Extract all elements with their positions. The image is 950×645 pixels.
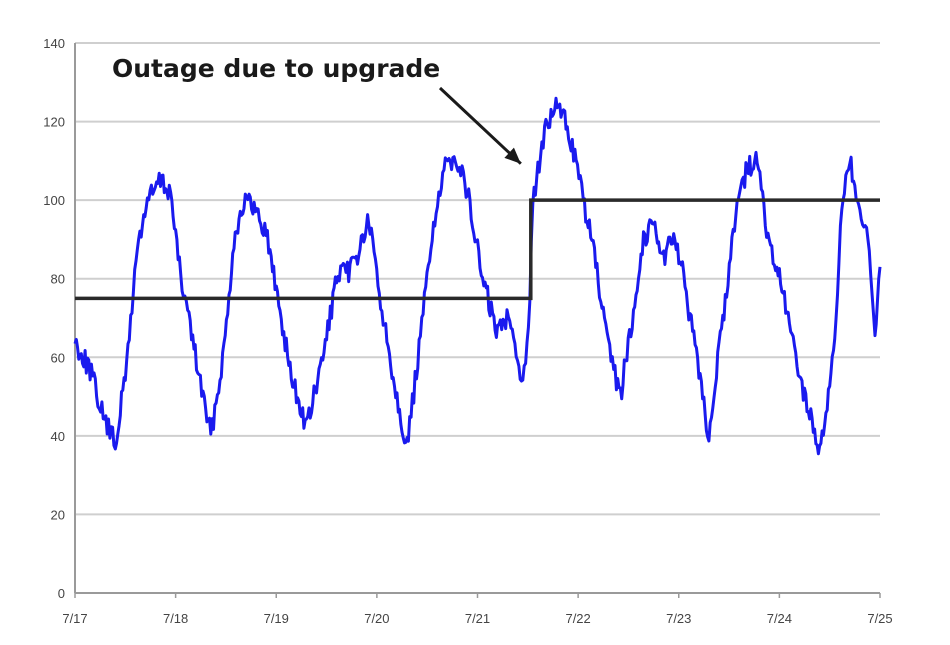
annotation-arrow-head (504, 147, 521, 164)
annotation-arrow-shaft (438, 86, 522, 165)
y-tick-label-60: 60 (51, 350, 65, 365)
y-tick-label-20: 20 (51, 507, 65, 522)
annotation-layer: Outage due to upgrade (112, 54, 522, 165)
y-tick-label-120: 120 (43, 115, 65, 130)
traffic-series-line (73, 96, 882, 456)
x-tick-label-2: 7/19 (264, 611, 289, 626)
annotation-label: Outage due to upgrade (112, 54, 440, 83)
x-tick-label-7: 7/24 (767, 611, 792, 626)
x-tick-label-5: 7/22 (565, 611, 590, 626)
x-tick-label-4: 7/21 (465, 611, 490, 626)
x-tick-label-0: 7/17 (62, 611, 87, 626)
x-tick-label-8: 7/25 (867, 611, 892, 626)
y-tick-label-0: 0 (58, 586, 65, 601)
capacity-step-line (75, 198, 880, 301)
x-tick-label-1: 7/18 (163, 611, 188, 626)
y-tick-label-100: 100 (43, 193, 65, 208)
y-axis-tick-labels: 0 20 40 60 80 100 120 140 (43, 36, 65, 601)
x-tick-label-6: 7/23 (666, 611, 691, 626)
x-tick-label-3: 7/20 (364, 611, 389, 626)
y-tick-label-140: 140 (43, 36, 65, 51)
y-tick-label-80: 80 (51, 272, 65, 287)
y-tick-label-40: 40 (51, 429, 65, 444)
gridlines (75, 42, 880, 516)
x-axis-tick-labels: 7/17 7/18 7/19 7/20 7/21 7/22 7/23 7/24 7/25 (62, 611, 892, 626)
series-layer (73, 96, 882, 456)
axes (74, 43, 881, 598)
